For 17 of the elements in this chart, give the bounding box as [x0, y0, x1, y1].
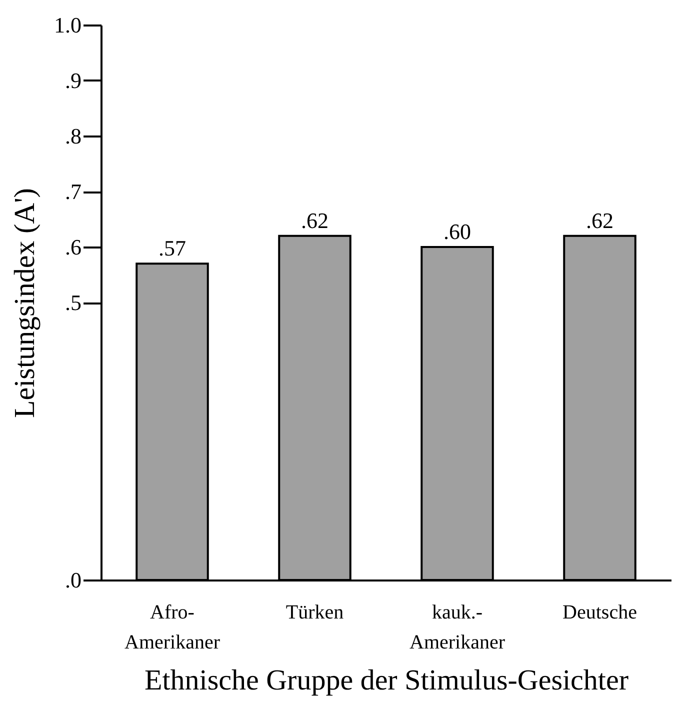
data-label: .62 [301, 208, 328, 233]
y-tick-label: .6 [65, 234, 82, 260]
y-tick-label: .7 [65, 179, 82, 204]
y-tick-label: .5 [65, 290, 82, 315]
data-label: .60 [444, 219, 471, 244]
y-tick-label: .9 [65, 68, 82, 93]
y-axis-title: Leistungsindex (A') [9, 188, 41, 418]
y-tick-label: 1.0 [54, 12, 82, 38]
y-tick-label: .8 [65, 124, 82, 148]
data-label: .62 [586, 208, 614, 233]
x-tick-label: kauk.- Amerikaner [409, 602, 506, 654]
x-axis-title: Ethnische Gruppe der Stimulus-Gesichter [144, 664, 629, 696]
data-label: .57 [158, 236, 186, 261]
x-tick-label: Afro- Amerikaner [124, 602, 220, 654]
y-tick-label: .0 [65, 568, 82, 592]
x-tick-label: Deutsche [562, 602, 638, 624]
x-tick-label: Türken [286, 602, 344, 624]
